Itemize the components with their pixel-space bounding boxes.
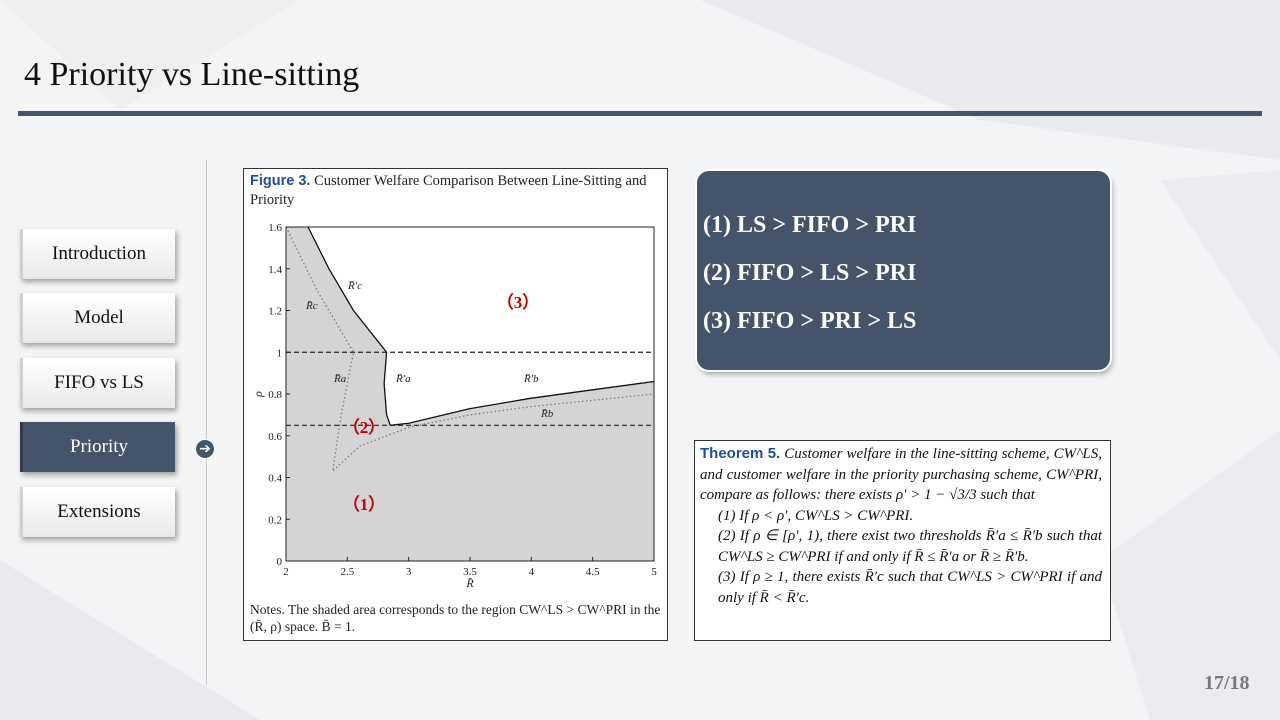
- figure-caption-label: Figure 3.: [250, 173, 311, 189]
- y-tick-label: 1: [277, 347, 283, 359]
- arrow-right-circle-icon: ➔: [195, 439, 215, 459]
- page-number: 17/18: [1204, 672, 1250, 694]
- y-tick-label: 1.2: [268, 306, 282, 318]
- x-tick-label: 3.5: [463, 566, 477, 578]
- theorem-intro: Customer welfare in the line-sitting sch…: [700, 446, 1103, 503]
- figure-caption-text: Customer Welfare Comparison Between Line…: [250, 173, 647, 208]
- slide-title: 4 Priority vs Line-sitting: [24, 56, 360, 93]
- boundary-curve: [307, 226, 655, 427]
- y-tick-label: 0.6: [268, 431, 282, 443]
- curve-label: R̄c: [305, 300, 318, 312]
- region-label: （3）: [497, 292, 540, 312]
- figure-caption: Figure 3. Customer Welfare Comparison Be…: [250, 172, 660, 210]
- y-tick-label: 0.2: [268, 514, 282, 526]
- figure-3: Figure 3. Customer Welfare Comparison Be…: [243, 168, 668, 641]
- theorem-5-box: Theorem 5. Customer welfare in the line-…: [694, 440, 1111, 641]
- curve-label: R̄a: [333, 373, 347, 385]
- nav-item-extensions[interactable]: Extensions: [20, 487, 175, 537]
- theorem-item-1: (1) If ρ < ρ′, CW^LS > CW^PRI.: [718, 507, 914, 524]
- nav-item-priority[interactable]: Priority: [20, 422, 175, 472]
- theorem-item-3: (3) If ρ ≥ 1, there exists R̄′c such tha…: [718, 569, 1102, 606]
- ranking-line-3: (3) FIFO > PRI > LS: [703, 308, 917, 334]
- nav-divider: [206, 160, 207, 685]
- welfare-chart: 2 2.5 3 3.5 4 4.5 5 0 0.2 0.4 0.6 0.8 1 1.2 1.4 1.6 R̄ ρ R…: [251, 222, 657, 590]
- y-tick-label: 0.4: [268, 473, 282, 485]
- y-axis-label: ρ: [251, 391, 265, 398]
- dotted-curve: [285, 226, 655, 473]
- curve-label: R̄′c: [347, 280, 362, 292]
- ranking-line-2: (2) FIFO > LS > PRI: [703, 260, 917, 286]
- y-tick-label: 0.8: [268, 389, 282, 401]
- curve-label: R̄′b: [523, 373, 539, 385]
- y-tick-label: 0: [277, 556, 283, 568]
- y-tick-label: 1.6: [268, 222, 282, 234]
- x-tick-label: 4: [529, 566, 535, 578]
- figure-notes: Notes. The shaded area corresponds to th…: [250, 602, 661, 634]
- nav-item-introduction[interactable]: Introduction: [20, 229, 175, 279]
- x-axis-label: R̄: [465, 576, 474, 590]
- x-tick-label: 2.5: [340, 566, 354, 578]
- x-tick-label: 5: [651, 566, 657, 578]
- x-tick-label: 3: [406, 566, 412, 578]
- theorem-heading: Theorem 5.: [700, 445, 781, 462]
- nav-item-model[interactable]: Model: [20, 293, 175, 343]
- x-tick-label: 2: [283, 566, 289, 578]
- y-tick-label: 1.4: [268, 264, 282, 276]
- nav-item-fifo-vs-ls[interactable]: FIFO vs LS: [20, 358, 175, 408]
- x-tick-label: 4.5: [586, 566, 600, 578]
- region-label: （2）: [343, 417, 386, 437]
- curve-label: R̄b: [540, 408, 554, 420]
- region-label: （1）: [343, 494, 386, 514]
- ranking-line-1: (1) LS > FIFO > PRI: [703, 212, 917, 238]
- shaded-region: [286, 227, 654, 561]
- theorem-item-2: (2) If ρ ∈ [ρ′, 1), there exist two thre…: [718, 528, 1102, 565]
- curve-label: R̄′a: [395, 373, 411, 385]
- ranking-panel: (1) LS > FIFO > PRI (2) FIFO > LS > PRI …: [697, 171, 1110, 370]
- title-underline: [18, 111, 1262, 116]
